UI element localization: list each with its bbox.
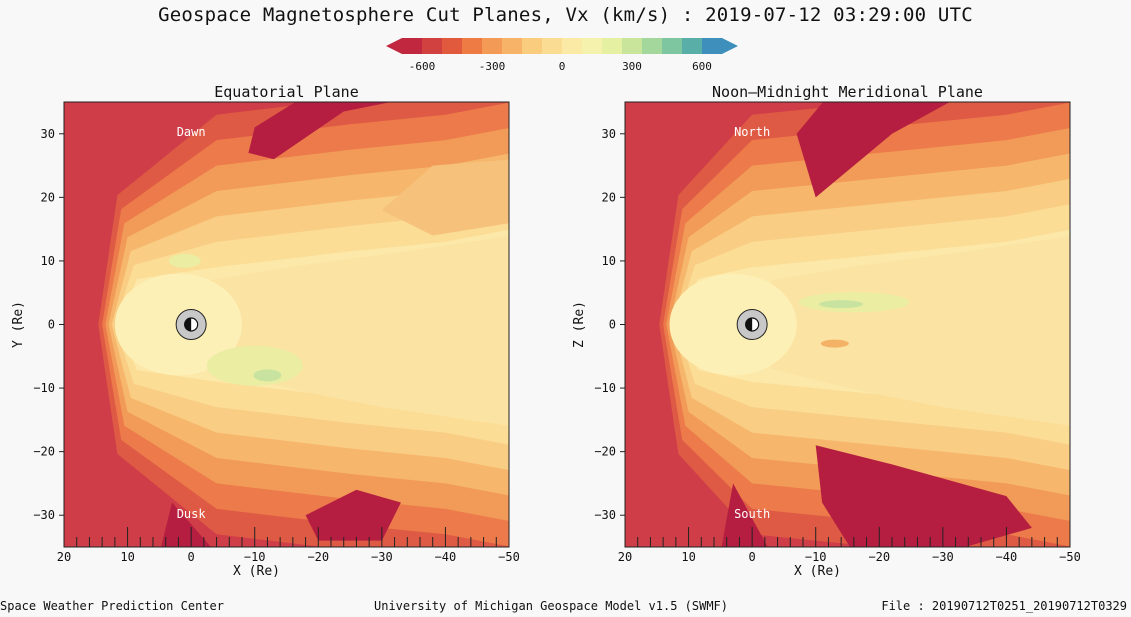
colorbar: -600 -300 0 300 600 bbox=[386, 38, 738, 73]
equatorial-plane-plot: Equatorial Plane Dawn Dusk 30 20 10 0 −10 −20 −30… bbox=[11, 83, 520, 579]
x-tick-label: 0 bbox=[749, 550, 756, 564]
x-tick-label: −40 bbox=[435, 550, 457, 564]
x-tick-label: −40 bbox=[996, 550, 1018, 564]
y-tick-label: 0 bbox=[609, 318, 616, 332]
x-tick-label: −30 bbox=[371, 550, 393, 564]
tail-flank-band bbox=[381, 159, 509, 236]
high-speed-region bbox=[305, 489, 401, 541]
colorbar-tick-label: 0 bbox=[559, 60, 566, 73]
colorbar-tick-label: 600 bbox=[692, 60, 712, 73]
panel-annotation-bottom: Dusk bbox=[177, 507, 207, 521]
high-speed-region bbox=[820, 339, 849, 348]
high-speed-region bbox=[721, 483, 768, 547]
x-tick-label: 20 bbox=[618, 550, 632, 564]
x-tick-label: 0 bbox=[188, 550, 195, 564]
y-axis-label: Y (Re) bbox=[11, 301, 26, 348]
high-speed-region bbox=[796, 102, 950, 198]
page-title: Geospace Magnetosphere Cut Planes, Vx (k… bbox=[158, 4, 973, 26]
inner-magnetosphere bbox=[669, 273, 797, 376]
y-tick-label: −20 bbox=[594, 445, 616, 459]
colorbar-segment bbox=[642, 38, 663, 54]
earth-icon bbox=[175, 309, 207, 340]
low-speed-region bbox=[206, 345, 303, 386]
high-speed-region bbox=[815, 445, 1032, 547]
colorbar-segment bbox=[562, 38, 583, 54]
y-tick-label: 20 bbox=[602, 190, 616, 204]
low-speed-region bbox=[253, 369, 282, 382]
y-tick-label: −30 bbox=[594, 508, 616, 522]
y-tick-label: 0 bbox=[48, 318, 55, 332]
meridional-plane-plot: Noon–Midnight Meridional Plane North South… bbox=[572, 83, 1081, 579]
panel-annotation-bottom: South bbox=[734, 507, 770, 521]
heatmap-field bbox=[64, 102, 509, 547]
tail-interior bbox=[771, 235, 1070, 426]
colorbar-segment bbox=[602, 38, 623, 54]
colorbar-max-arrow bbox=[722, 38, 738, 54]
colorbar-segment bbox=[402, 38, 423, 54]
x-axis-label: X (Re) bbox=[233, 564, 280, 579]
footer-file: File : 20190712T0251_20190712T0329 bbox=[881, 599, 1127, 613]
y-tick-label: −20 bbox=[33, 445, 55, 459]
x-tick-label: −20 bbox=[307, 550, 329, 564]
high-speed-region bbox=[160, 502, 212, 547]
y-axis-label: Z (Re) bbox=[572, 301, 587, 348]
y-tick-label: 30 bbox=[602, 127, 616, 141]
colorbar-segment bbox=[442, 38, 463, 54]
x-tick-label: −30 bbox=[932, 550, 954, 564]
x-tick-label: 10 bbox=[120, 550, 134, 564]
panel-title: Equatorial Plane bbox=[214, 83, 359, 101]
colorbar-tick-label: -300 bbox=[479, 60, 506, 73]
colorbar-tick-label: 300 bbox=[622, 60, 642, 73]
colorbar-segment bbox=[482, 38, 503, 54]
colorbar-segment bbox=[702, 38, 723, 54]
x-tick-label: −10 bbox=[805, 550, 827, 564]
y-tick-label: −30 bbox=[33, 508, 55, 522]
low-speed-region bbox=[168, 253, 201, 268]
panel-annotation-top: Dawn bbox=[177, 125, 206, 139]
colorbar-segment bbox=[582, 38, 603, 54]
earth-icon bbox=[736, 309, 768, 340]
colorbar-segment bbox=[462, 38, 483, 54]
colorbar-segment bbox=[422, 38, 443, 54]
panel-annotation-top: North bbox=[734, 125, 770, 139]
x-tick-label: −50 bbox=[498, 550, 520, 564]
y-tick-label: 10 bbox=[602, 254, 616, 268]
y-tick-label: −10 bbox=[33, 381, 55, 395]
colorbar-segment bbox=[522, 38, 543, 54]
footer-organization: Space Weather Prediction Center bbox=[0, 599, 224, 613]
y-tick-label: −10 bbox=[594, 381, 616, 395]
x-tick-label: −20 bbox=[868, 550, 890, 564]
colorbar-tick-label: -600 bbox=[409, 60, 436, 73]
colorbar-segment bbox=[662, 38, 683, 54]
colorbar-segment bbox=[502, 38, 523, 54]
x-tick-label: 20 bbox=[57, 550, 71, 564]
colorbar-segment bbox=[542, 38, 563, 54]
panel-title: Noon–Midnight Meridional Plane bbox=[712, 83, 983, 101]
footer-model: University of Michigan Geospace Model v1… bbox=[374, 599, 729, 613]
colorbar-min-arrow bbox=[386, 38, 402, 54]
y-tick-label: 20 bbox=[41, 190, 55, 204]
heatmap-field bbox=[625, 102, 1070, 547]
x-axis-label: X (Re) bbox=[794, 564, 841, 579]
low-speed-region bbox=[819, 300, 864, 309]
x-tick-label: −10 bbox=[244, 550, 266, 564]
colorbar-segment bbox=[682, 38, 703, 54]
y-tick-label: 10 bbox=[41, 254, 55, 268]
high-speed-region bbox=[248, 102, 392, 160]
colorbar-segment bbox=[622, 38, 643, 54]
y-tick-label: 30 bbox=[41, 127, 55, 141]
x-tick-label: 10 bbox=[681, 550, 695, 564]
x-tick-label: −50 bbox=[1059, 550, 1081, 564]
